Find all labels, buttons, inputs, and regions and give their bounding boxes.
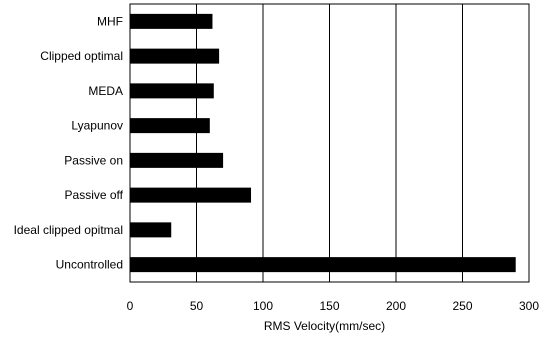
x-tick-label: 150 [319,299,339,313]
bar [130,48,220,64]
x-tick-labels: 0 50 100 150 200 250 300 [127,299,540,313]
bar [130,152,224,168]
category-label: Uncontrolled [56,258,123,272]
bar [130,257,516,273]
category-label: MHF [97,14,123,28]
bar [130,118,210,134]
x-tick-label: 300 [519,299,539,313]
category-labels: MHF Clipped optimal MEDA Lyapunov Passive on… [14,14,124,271]
x-tick-label: 100 [253,299,273,313]
x-tick-label: 250 [452,299,472,313]
category-label: Lyapunov [71,119,123,133]
plot-area [129,3,530,283]
bars [130,13,516,273]
bar [130,222,172,238]
x-axis-title: RMS Velocity(mm/sec) [264,319,385,333]
category-label: Ideal clipped opitmal [14,223,123,237]
bar [130,83,214,99]
x-tick-label: 200 [386,299,406,313]
category-label: MEDA [88,84,123,98]
category-label: Passive on [64,153,123,167]
x-tick-label: 50 [190,299,204,313]
x-tick-label: 0 [127,299,134,313]
category-label: Clipped optimal [40,49,123,63]
bar [130,13,213,29]
category-label: Passive off [65,188,124,202]
bar [130,187,252,203]
